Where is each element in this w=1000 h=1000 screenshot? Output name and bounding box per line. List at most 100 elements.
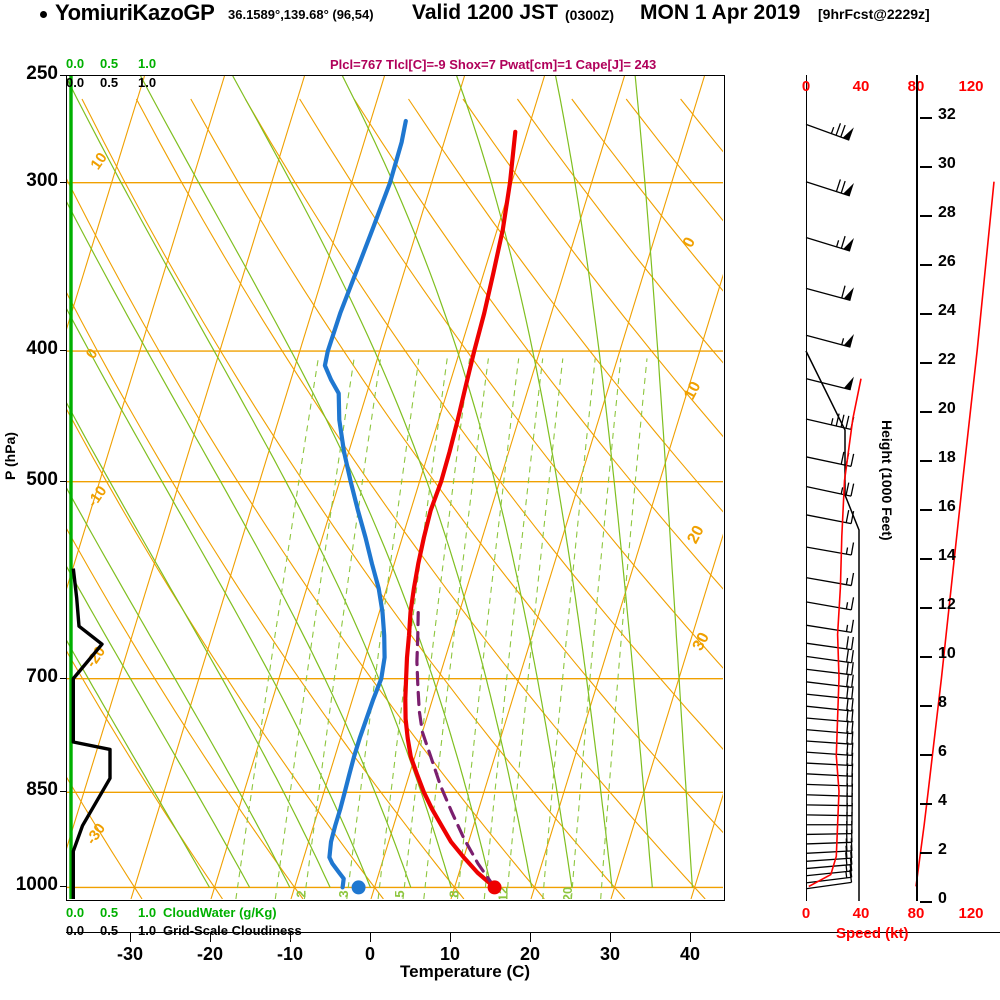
temperature-tick-10: 10 <box>439 944 461 964</box>
cloudiness-bottom-tick-1: 0.5 <box>100 923 119 938</box>
station-coordinates: 36.1589°,139.68° (96,54) <box>228 7 374 22</box>
cloudiness-top-tick-1: 0.5 <box>100 75 119 90</box>
wind-barb <box>805 636 854 651</box>
height-tick-mark <box>920 607 932 609</box>
forecast-info: [9hrFcst@2229z] <box>818 6 930 22</box>
height-tick-mark <box>920 901 932 903</box>
valid-time: Valid 1200 JST <box>412 1 558 24</box>
pressure-tick-250: 250 <box>26 63 58 84</box>
pressure-tick-mark <box>60 350 66 352</box>
wind-barb <box>805 334 854 348</box>
pressure-tick-300: 300 <box>26 169 58 191</box>
svg-text:30: 30 <box>690 630 713 654</box>
height-tick-mark <box>920 558 932 560</box>
height-tick-26: 26 <box>938 253 956 270</box>
pressure-axis-title: P (hPa) <box>2 432 18 480</box>
temperature-tick--10: -10 <box>276 944 303 964</box>
wind-barb <box>805 731 854 745</box>
temperature-tick-mark <box>610 932 611 942</box>
wind-barb <box>805 720 854 735</box>
speed-tick-40-bottom: 40 <box>852 905 870 922</box>
wind-barb <box>805 869 853 890</box>
right-panel <box>806 75 1000 901</box>
height-tick-mark <box>920 166 932 168</box>
wind-barb <box>805 708 854 723</box>
pressure-tick-700: 700 <box>26 665 58 687</box>
station-dot-icon <box>40 11 47 18</box>
wind-barb <box>805 864 853 884</box>
temperature-tick-mark <box>370 932 371 942</box>
height-tick-mark <box>920 362 932 364</box>
cloudwater-bottom-tick-1: 0.5 <box>100 905 119 920</box>
height-tick-mark <box>920 215 932 217</box>
height-tick-12: 12 <box>938 596 956 613</box>
wind-barb <box>805 179 854 197</box>
height-tick-2: 2 <box>938 841 947 858</box>
svg-text:3: 3 <box>336 890 351 897</box>
cloudwater-bottom-tick-0: 0.0 <box>66 905 85 920</box>
wind-barbs <box>805 123 860 901</box>
cloudiness-top-tick-0: 0.0 <box>66 75 85 90</box>
temperature-tick-40: 40 <box>679 944 701 964</box>
wind-barb <box>805 858 853 877</box>
temperature-tick--20: -20 <box>196 944 223 964</box>
height-tick-mark <box>920 313 932 315</box>
wind-barb <box>805 542 855 556</box>
height-tick-30: 30 <box>938 155 956 172</box>
height-tick-10: 10 <box>938 645 956 662</box>
speed-tick-120-top: 120 <box>958 78 984 95</box>
cloudiness-top-tick-2: 1.0 <box>138 75 157 90</box>
pressure-tick-mark <box>60 480 66 482</box>
pressure-tick-mark <box>60 75 66 76</box>
temperature-tick-mark <box>130 932 131 942</box>
speed-tick-80-bottom: 80 <box>907 905 925 922</box>
pressure-tick-500: 500 <box>26 468 58 490</box>
height-tick-mark <box>920 656 932 658</box>
svg-text:20: 20 <box>684 523 707 547</box>
temperature-tick-mark <box>450 932 451 942</box>
height-tick-mark <box>920 852 932 854</box>
height-tick-32: 32 <box>938 106 956 123</box>
cloudiness-axis-title: Grid-Scale Cloudiness <box>163 923 302 938</box>
temperature-tick-mark <box>690 932 691 942</box>
height-axis-title: Height (1000 Feet) <box>879 420 895 541</box>
height-tick-22: 22 <box>938 351 956 368</box>
speed-tick-0-top: 0 <box>801 78 811 95</box>
wind-barb <box>805 619 855 634</box>
speed-axis-title: Speed (kt) <box>836 925 909 942</box>
wind-barb <box>805 845 853 862</box>
svg-text:8: 8 <box>446 890 461 897</box>
height-tick-18: 18 <box>938 449 956 466</box>
temperature-tick-30: 30 <box>599 944 621 964</box>
height-tick-0: 0 <box>938 890 947 907</box>
speed-tick-120-bottom: 120 <box>958 905 984 922</box>
pressure-tick-mark <box>60 886 66 888</box>
wind-barb <box>805 697 854 712</box>
cloudwater-axis-title: CloudWater (g/Kg) <box>163 905 277 920</box>
valid-date: MON 1 Apr 2019 <box>640 1 801 24</box>
height-tick-mark <box>920 705 932 707</box>
height-tick-6: 6 <box>938 743 947 760</box>
speed-height-curves <box>808 181 995 888</box>
skewt-plot-area: 2 3 5 8 12 20 10 0 -10 -20 -30 0 10 20 30 <box>66 75 725 901</box>
temperature-tick-mark <box>210 932 211 942</box>
height-tick-mark <box>920 803 932 805</box>
svg-text:2: 2 <box>294 890 309 897</box>
valid-time-utc: (0300Z) <box>565 7 615 23</box>
height-tick-28: 28 <box>938 204 956 221</box>
height-tick-24: 24 <box>938 302 956 319</box>
height-tick-mark <box>920 754 932 756</box>
wind-barb <box>805 649 854 664</box>
cloudiness-bottom-tick-2: 1.0 <box>138 923 157 938</box>
speed-axis-line <box>806 75 807 901</box>
height-tick-16: 16 <box>938 498 956 515</box>
wind-barb <box>805 685 854 700</box>
temperature-tick-20: 20 <box>519 944 541 964</box>
pressure-tick-850: 850 <box>26 779 58 801</box>
wind-barb <box>805 235 854 252</box>
pressure-tick-1000: 1000 <box>15 874 58 896</box>
height-tick-mark <box>920 117 932 119</box>
svg-text:10: 10 <box>87 150 110 173</box>
height-tick-14: 14 <box>938 547 956 564</box>
skewt-data <box>71 118 518 899</box>
